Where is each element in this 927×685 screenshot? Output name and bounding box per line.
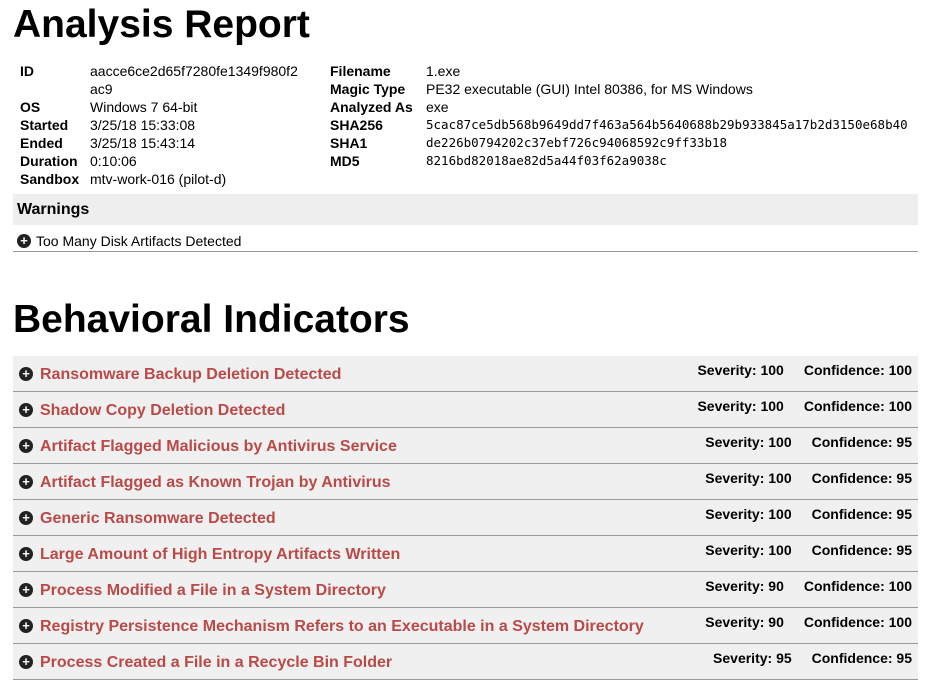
confidence: Confidence: 95 bbox=[811, 650, 912, 666]
severity: Severity: 100 bbox=[697, 362, 784, 378]
indicator-name[interactable]: Large Amount of High Entropy Artifacts W… bbox=[40, 546, 401, 563]
confidence: Confidence: 95 bbox=[811, 470, 912, 486]
indicator-row[interactable]: + Large Amount of High Entropy Artifacts… bbox=[13, 536, 918, 572]
indicator-row[interactable]: + Shadow Copy Deletion Detected Severity… bbox=[13, 392, 918, 428]
indicator-scores: Severity: 90 Confidence: 100 bbox=[705, 578, 912, 594]
meta-label: OS bbox=[20, 99, 41, 115]
meta-row: Filename 1.exe bbox=[330, 62, 916, 80]
meta-row: SHA1 de226b0794202c37ebf726c94068592c9ff3… bbox=[330, 134, 916, 152]
meta-row: Analyzed As exe bbox=[330, 98, 916, 116]
meta-value: exe bbox=[426, 99, 449, 115]
expand-plus-icon[interactable]: + bbox=[19, 618, 33, 633]
indicator-name[interactable]: Artifact Flagged Malicious by Antivirus … bbox=[40, 438, 397, 455]
meta-label: MD5 bbox=[330, 153, 360, 169]
confidence: Confidence: 100 bbox=[803, 614, 912, 630]
page-title: Analysis Report bbox=[13, 3, 310, 46]
meta-value: 8216bd82018ae82d5a44f03f62a9038c bbox=[426, 153, 667, 168]
expand-plus-icon[interactable]: + bbox=[19, 582, 33, 597]
indicator-row[interactable]: + Registry Persistence Mechanism Refers … bbox=[13, 608, 918, 644]
expand-plus-icon[interactable]: + bbox=[19, 402, 33, 417]
indicator-row[interactable]: + Process Modified a File in a System Di… bbox=[13, 572, 918, 608]
meta-row: MD5 8216bd82018ae82d5a44f03f62a9038c bbox=[330, 152, 916, 170]
expand-plus-icon[interactable]: + bbox=[17, 233, 31, 248]
indicator-name[interactable]: Ransomware Backup Deletion Detected bbox=[40, 366, 342, 383]
meta-row: SHA256 5cac87ce5db568b9649dd7f463a564b564… bbox=[330, 116, 916, 134]
behavioral-indicators-heading: Behavioral Indicators bbox=[13, 298, 410, 341]
indicator-name[interactable]: Shadow Copy Deletion Detected bbox=[40, 402, 286, 419]
severity: Severity: 90 bbox=[705, 578, 784, 594]
indicator-name[interactable]: Artifact Flagged as Known Trojan by Anti… bbox=[40, 474, 391, 491]
meta-label: Started bbox=[20, 117, 69, 133]
meta-row: Sandbox mtv-work-016 (pilot-d) bbox=[20, 170, 300, 188]
severity: Severity: 100 bbox=[705, 506, 792, 522]
meta-label: Sandbox bbox=[20, 171, 80, 187]
meta-value: de226b0794202c37ebf726c94068592c9ff33b18 bbox=[426, 135, 728, 150]
expand-plus-icon[interactable]: + bbox=[19, 546, 33, 561]
indicator-row[interactable]: + Artifact Flagged Malicious by Antiviru… bbox=[13, 428, 918, 464]
expand-plus-icon[interactable]: + bbox=[19, 474, 33, 489]
indicator-scores: Severity: 90 Confidence: 100 bbox=[705, 614, 912, 630]
meta-row: Started 3/25/18 15:33:08 bbox=[20, 116, 300, 134]
severity: Severity: 100 bbox=[705, 434, 792, 450]
meta-left: ID aacce6ce2d65f7280fe1349f980f2ac9 OS Wind… bbox=[20, 62, 300, 188]
indicator-scores: Severity: 100 Confidence: 100 bbox=[697, 398, 912, 414]
severity: Severity: 100 bbox=[705, 470, 792, 486]
meta-value: 3/25/18 15:33:08 bbox=[90, 117, 196, 133]
meta-value: 0:10:06 bbox=[90, 153, 137, 169]
indicator-scores: Severity: 100 Confidence: 95 bbox=[705, 542, 912, 558]
meta-right: Filename 1.exe Magic Type PE32 executable (… bbox=[330, 62, 916, 170]
indicator-list: + Ransomware Backup Deletion Detected Se… bbox=[13, 356, 918, 680]
meta-row: OS Windows 7 64-bit bbox=[20, 98, 300, 116]
confidence: Confidence: 100 bbox=[803, 578, 912, 594]
meta-row: Ended 3/25/18 15:43:14 bbox=[20, 134, 300, 152]
meta-label: Magic Type bbox=[330, 81, 406, 97]
confidence: Confidence: 95 bbox=[811, 542, 912, 558]
severity: Severity: 100 bbox=[697, 398, 784, 414]
indicator-row[interactable]: + Generic Ransomware Detected Severity: … bbox=[13, 500, 918, 536]
confidence: Confidence: 100 bbox=[803, 362, 912, 378]
meta-label: Duration bbox=[20, 153, 78, 169]
expand-plus-icon[interactable]: + bbox=[19, 366, 33, 381]
indicator-scores: Severity: 100 Confidence: 95 bbox=[705, 470, 912, 486]
expand-plus-icon[interactable]: + bbox=[19, 654, 33, 669]
confidence: Confidence: 95 bbox=[811, 506, 912, 522]
indicator-name[interactable]: Process Modified a File in a System Dire… bbox=[40, 582, 386, 599]
indicator-scores: Severity: 100 Confidence: 95 bbox=[705, 506, 912, 522]
meta-label: Ended bbox=[20, 135, 63, 151]
indicator-row[interactable]: + Artifact Flagged as Known Trojan by An… bbox=[13, 464, 918, 500]
meta-value: mtv-work-016 (pilot-d) bbox=[90, 171, 227, 187]
meta-label: SHA256 bbox=[330, 117, 383, 133]
indicator-name[interactable]: Registry Persistence Mechanism Refers to… bbox=[40, 618, 644, 635]
expand-plus-icon[interactable]: + bbox=[19, 510, 33, 525]
warning-label: Too Many Disk Artifacts Detected bbox=[36, 232, 242, 249]
meta-label: SHA1 bbox=[330, 135, 368, 151]
indicator-name[interactable]: Process Created a File in a Recycle Bin … bbox=[40, 654, 393, 671]
meta-row: ID aacce6ce2d65f7280fe1349f980f2ac9 bbox=[20, 62, 300, 98]
meta-value: 5cac87ce5db568b9649dd7f463a564b5640688b2… bbox=[426, 117, 908, 132]
meta-value: PE32 executable (GUI) Intel 80386, for M… bbox=[426, 81, 753, 97]
expand-plus-icon[interactable]: + bbox=[19, 438, 33, 453]
indicator-scores: Severity: 100 Confidence: 100 bbox=[697, 362, 912, 378]
meta-label: Filename bbox=[330, 63, 391, 79]
meta-value: aacce6ce2d65f7280fe1349f980f2ac9 bbox=[90, 63, 298, 97]
meta-value: Windows 7 64-bit bbox=[90, 99, 198, 115]
meta-value: 1.exe bbox=[426, 63, 461, 79]
indicator-row[interactable]: + Process Created a File in a Recycle Bi… bbox=[13, 644, 918, 680]
meta-label: ID bbox=[20, 63, 34, 79]
meta-row: Duration 0:10:06 bbox=[20, 152, 300, 170]
meta-row: Magic Type PE32 executable (GUI) Intel 80… bbox=[330, 80, 916, 98]
confidence: Confidence: 95 bbox=[811, 434, 912, 450]
indicator-name[interactable]: Generic Ransomware Detected bbox=[40, 510, 276, 527]
indicator-scores: Severity: 95 Confidence: 95 bbox=[713, 650, 912, 666]
meta-value: 3/25/18 15:43:14 bbox=[90, 135, 196, 151]
meta-label: Analyzed As bbox=[330, 99, 413, 115]
warnings-heading: Warnings bbox=[13, 194, 918, 225]
confidence: Confidence: 100 bbox=[803, 398, 912, 414]
severity: Severity: 95 bbox=[713, 650, 792, 666]
severity: Severity: 90 bbox=[705, 614, 784, 630]
indicator-scores: Severity: 100 Confidence: 95 bbox=[705, 434, 912, 450]
severity: Severity: 100 bbox=[705, 542, 792, 558]
indicator-row[interactable]: + Ransomware Backup Deletion Detected Se… bbox=[13, 356, 918, 392]
warning-item[interactable]: + Too Many Disk Artifacts Detected bbox=[13, 230, 918, 252]
